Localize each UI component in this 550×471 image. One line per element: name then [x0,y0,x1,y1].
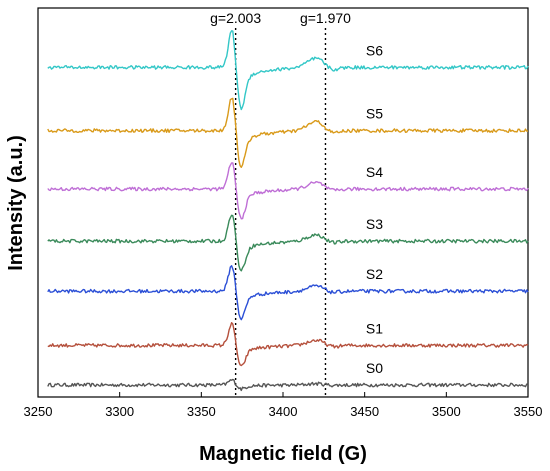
annotation-lines [234,28,327,397]
series-label-s6: S6 [366,42,383,58]
y-axis-title: Intensity (a.u.) [5,135,27,271]
x-tick-label: 3550 [514,404,543,419]
series-line-s1 [47,322,529,367]
series-label-s2: S2 [366,266,383,282]
x-axis-ticks: 3250 3300 3350 3400 3450 3500 3550 [24,392,543,419]
series-line-s3 [47,214,529,272]
series-line-s5 [47,97,529,168]
series-label-s0: S0 [366,360,383,376]
series-line-s0 [47,378,529,392]
series-line-s6 [47,30,529,111]
series-labels: S0 S1 S2 S3 S4 S5 S6 [366,42,383,376]
x-tick-label: 3350 [187,404,216,419]
annotation-labels: g=2.003 g=1.970 [210,10,351,26]
x-tick-label: 3300 [105,404,134,419]
series-line-s4 [47,162,529,220]
series-traces [47,30,529,392]
g-value-label: g=1.970 [300,10,351,26]
g-value-label: g=2.003 [210,10,261,26]
x-tick-label: 3500 [432,404,461,419]
series-label-s4: S4 [366,164,383,180]
x-tick-label: 3450 [350,404,379,419]
series-label-s5: S5 [366,106,383,122]
x-axis-title: Magnetic field (G) [199,443,367,465]
series-label-s3: S3 [366,216,383,232]
series-line-s2 [47,265,529,321]
x-tick-label: 3250 [24,404,53,419]
x-tick-label: 3400 [269,404,298,419]
series-label-s1: S1 [366,320,383,336]
